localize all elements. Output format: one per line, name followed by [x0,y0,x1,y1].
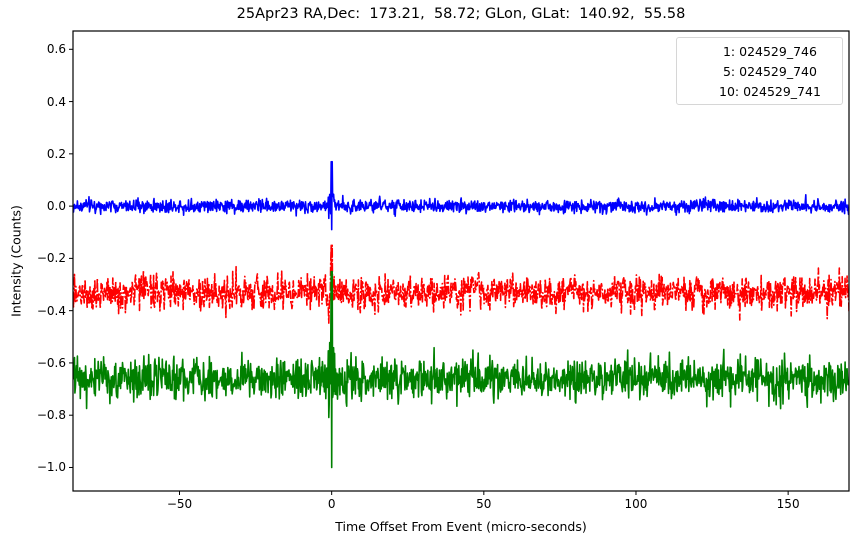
legend-label: 5: 024529_740 [719,64,817,79]
legend-entry-series-3: 10: 024529_741 [677,82,842,102]
x-tick-label: −50 [166,497,193,511]
x-tick-label: 100 [624,497,648,511]
y-tick-label: 0.2 [46,146,66,161]
legend: 1: 024529_746 5: 024529_740 10: 024529_7… [676,37,843,105]
legend-entry-series-2: 5: 024529_740 [677,62,842,82]
y-tick-label: −0.4 [36,303,66,318]
y-tick-label: −1.0 [36,460,66,475]
data-traces [73,160,849,469]
x-tick-label: 150 [776,497,800,511]
chart-title: 25Apr23 RA,Dec: 173.21, 58.72; GLon, GLa… [236,6,686,22]
trace-series-2 [73,244,849,328]
axis-ticks [69,48,789,495]
x-axis-label: Time Offset From Event (micro-seconds) [335,519,587,534]
y-tick-label: −0.2 [36,251,66,266]
legend-entry-series-1: 1: 024529_746 [677,42,842,62]
legend-label: 1: 024529_746 [719,44,817,59]
legend-label: 10: 024529_741 [719,84,821,99]
y-tick-label: −0.8 [36,408,66,423]
y-axis-label: Intensity (Counts) [8,205,24,317]
y-tick-label: 0.0 [46,199,66,214]
trace-series-1 [73,160,849,231]
y-tick-label: 0.4 [46,94,66,109]
axes-frame [72,30,850,492]
y-tick-label: 0.6 [46,42,66,57]
y-tick-label: −0.6 [36,355,66,370]
x-tick-label: 0 [327,497,336,511]
trace-series-3 [73,270,849,469]
x-tick-label: 50 [476,497,492,511]
